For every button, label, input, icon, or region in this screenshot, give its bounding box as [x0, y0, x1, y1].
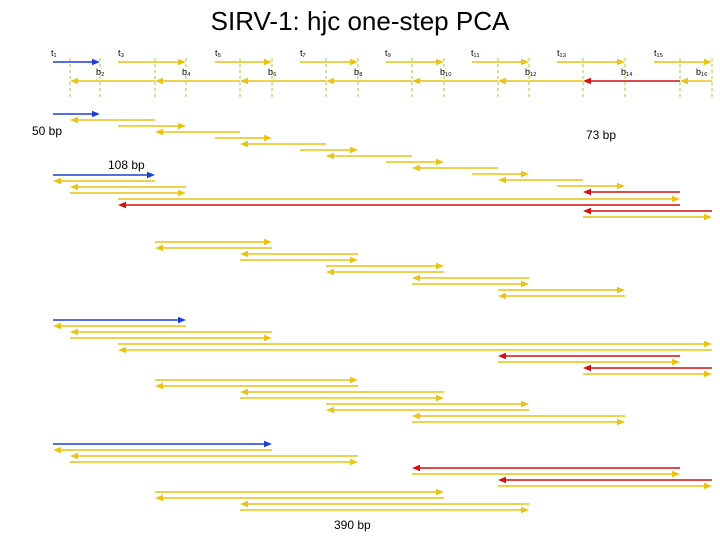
annotation-label: 108 bp [108, 158, 145, 172]
bot-label: b₁₄ [621, 67, 633, 77]
diagram-canvas [0, 0, 720, 540]
top-label: t₁₁ [471, 48, 480, 58]
top-label: t₇ [300, 48, 306, 58]
bot-label: b₈ [354, 67, 363, 77]
top-label: t₅ [215, 48, 221, 58]
bot-label: b₄ [182, 67, 191, 77]
bot-label: b₁₀ [440, 67, 452, 77]
annotation-label: 50 bp [32, 124, 62, 138]
bot-label: b₁₆ [696, 67, 708, 77]
bot-label: b₁₂ [525, 67, 537, 77]
annotation-label: 73 bp [586, 128, 616, 142]
top-label: t₁ [51, 48, 57, 58]
top-label: t₉ [385, 48, 391, 58]
top-label: t₁₅ [654, 48, 663, 58]
annotation-label: 390 bp [334, 518, 371, 532]
top-label: t₃ [118, 48, 124, 58]
top-label: t₁₃ [557, 48, 566, 58]
bot-label: b₆ [268, 67, 277, 77]
bot-label: b₂ [96, 67, 105, 77]
